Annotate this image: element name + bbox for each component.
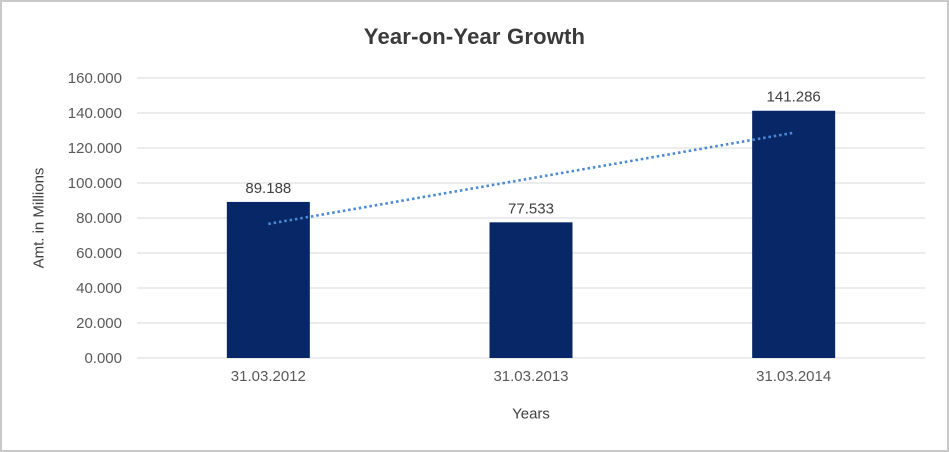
bar-value-label: 77.533 (508, 200, 554, 217)
y-tick-label: 60.000 (76, 245, 122, 262)
x-axis-title: Years (512, 405, 550, 423)
y-tick-label: 140.000 (68, 105, 122, 122)
y-tick-label: 160.000 (68, 70, 122, 87)
bar-value-label: 141.286 (767, 89, 821, 106)
y-tick-label: 80.000 (76, 210, 122, 227)
x-tick-label: 31.03.2012 (231, 368, 306, 385)
y-tick-label: 40.000 (76, 280, 122, 297)
bar-31.03.2014 (752, 110, 836, 358)
trendline (268, 131, 794, 226)
y-tick-label: 20.000 (76, 315, 122, 332)
bar-31.03.2012 (226, 201, 310, 358)
y-tick-label: 100.000 (68, 175, 122, 192)
y-tick-label: 120.000 (68, 140, 122, 157)
bar-31.03.2013 (489, 222, 573, 358)
chart-title: Year-on-Year Growth (363, 24, 586, 49)
x-tick-label: 31.03.2013 (493, 368, 568, 385)
bar-value-label: 89.188 (245, 180, 291, 197)
x-tick-label: 31.03.2014 (756, 368, 831, 385)
y-tick-label: 0.000 (84, 350, 122, 367)
